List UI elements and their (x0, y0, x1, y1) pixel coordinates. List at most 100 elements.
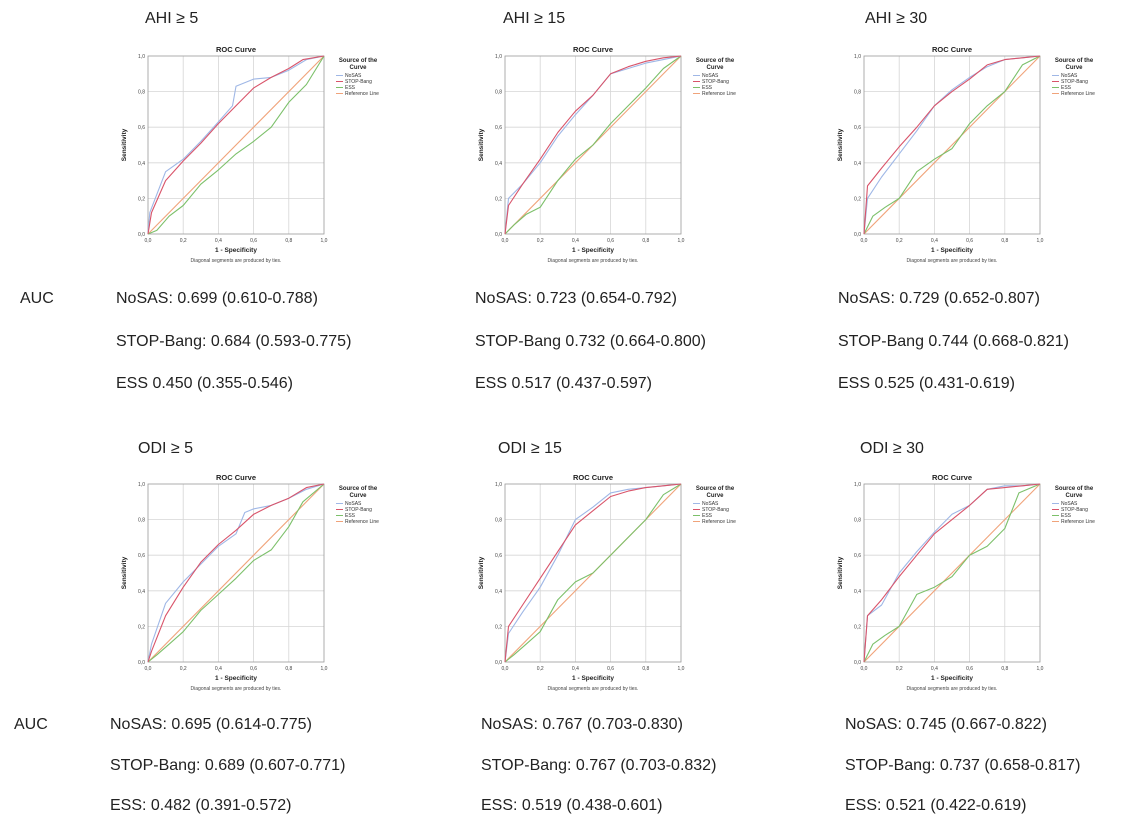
x-tick-label: 0,6 (607, 238, 614, 244)
y-tick-label: 0,6 (854, 125, 861, 131)
y-tick-label: 0,4 (138, 161, 145, 167)
x-tick-label: 0,8 (1001, 238, 1008, 244)
y-tick-label: 0,8 (138, 90, 145, 96)
auc-ess: ESS 0.525 (0.431-0.619) (838, 375, 1016, 392)
x-tick-label: 0,0 (145, 666, 152, 672)
legend-title: Source of the (1055, 486, 1094, 492)
auc-nosas: NoSAS: 0.695 (0.614-0.775) (110, 716, 312, 733)
x-tick-label: 0,8 (642, 238, 649, 244)
auc-stopbang: STOP-Bang: 0.767 (0.703-0.832) (481, 757, 717, 774)
chart-footnote: Diagonal segments are produced by ties. (548, 686, 639, 692)
legend-entry: NoSAS (345, 501, 362, 507)
x-tick-label: 0,6 (607, 666, 614, 672)
legend-entry: NoSAS (345, 73, 362, 79)
legend-entry: Reference Line (1061, 91, 1095, 97)
series-line-stop-bang (147, 483, 325, 663)
legend-entry: STOP-Bang (1061, 507, 1088, 513)
x-tick-label: 0,8 (1001, 666, 1008, 672)
x-tick-label: 0,2 (896, 238, 903, 244)
roc-chart-ahi-5: ROC Curve 0,00,0 0,2 0,2 0,4 0,4 0,6 0,6 0,8 0,8 1… (121, 45, 379, 264)
auc-ess: ESS 0.450 (0.355-0.546) (116, 375, 294, 392)
y-tick-label: 0,4 (854, 589, 861, 595)
legend-entry: NoSAS (1061, 73, 1078, 79)
auc-nosas: NoSAS: 0.729 (0.652-0.807) (838, 290, 1040, 307)
auc-stopbang: STOP-Bang: 0.737 (0.658-0.817) (845, 757, 1081, 774)
x-tick-label: 0,0 (502, 666, 509, 672)
chart-footnote: Diagonal segments are produced by ties. (191, 686, 282, 692)
y-tick-label: 0,8 (854, 90, 861, 96)
auc-ess: ESS: 0.482 (0.391-0.572) (110, 797, 292, 814)
series-line-ess (147, 483, 325, 663)
legend-title: Curve (349, 65, 367, 71)
x-tick-label: 1,0 (1037, 666, 1044, 672)
chart-title: ROC Curve (573, 45, 613, 54)
series-line-ess (147, 55, 325, 235)
plot-frame (147, 55, 325, 235)
y-tick-label: 0,0 (854, 660, 861, 666)
y-tick-label: 1,0 (854, 482, 861, 488)
auc-stopbang: STOP-Bang: 0.684 (0.593-0.775) (116, 333, 352, 350)
plot-frame (147, 483, 325, 663)
x-tick-label: 0,2 (537, 238, 544, 244)
y-tick-label: 1,0 (138, 482, 145, 488)
x-tick-label: 1,0 (321, 238, 328, 244)
y-tick-label: 0,6 (495, 125, 502, 131)
y-tick-label: 1,0 (138, 54, 145, 60)
series-line-ess (504, 55, 682, 235)
series-line-stop-bang (504, 55, 682, 235)
auc-ess: ESS: 0.521 (0.422-0.619) (845, 797, 1027, 814)
y-tick-label: 0,2 (854, 196, 861, 202)
legend-entry: NoSAS (1061, 501, 1078, 507)
y-tick-label: 0,2 (138, 196, 145, 202)
x-tick-label: 0,2 (180, 238, 187, 244)
y-tick-label: 0,4 (854, 161, 861, 167)
x-tick-label: 1,0 (678, 666, 685, 672)
series-line-nosas (504, 55, 682, 235)
chart-title: ROC Curve (932, 473, 972, 482)
roc-chart-ahi-30: ROC Curve 0,00,0 0,2 0,2 0,4 0,4 0,6 0,6 0,8 0,8 1… (837, 45, 1095, 264)
legend-entry: Reference Line (345, 91, 379, 97)
grid (148, 484, 324, 662)
legend-entry: ESS (1061, 513, 1072, 519)
legend-title: Source of the (339, 486, 378, 492)
x-tick-label: 1,0 (678, 238, 685, 244)
panel-heading: AHI ≥ 5 (145, 10, 199, 27)
grid (864, 56, 1040, 234)
legend-entry: ESS (1061, 85, 1072, 91)
x-tick-label: 0,8 (285, 238, 292, 244)
x-tick-label: 0,6 (966, 666, 973, 672)
x-tick-label: 0,2 (180, 666, 187, 672)
plot-frame (504, 55, 682, 235)
roc-chart-odi-15: ROC Curve 0,00,0 0,2 0,2 0,4 0,4 0,6 0,6 0,8 0,8 1… (478, 473, 736, 692)
x-axis-label: 1 - Specificity (215, 675, 257, 682)
auc-nosas: NoSAS: 0.767 (0.703-0.830) (481, 716, 683, 733)
x-axis-label: 1 - Specificity (572, 247, 614, 254)
legend-entry: ESS (702, 85, 713, 91)
auc-stopbang: STOP-Bang: 0.689 (0.607-0.771) (110, 757, 346, 774)
y-tick-label: 0,6 (138, 125, 145, 131)
legend-title: Curve (1065, 65, 1083, 71)
y-axis-label: Sensitivity (478, 556, 485, 589)
chart-footnote: Diagonal segments are produced by ties. (191, 258, 282, 264)
x-tick-label: 0,0 (861, 666, 868, 672)
legend-entry: STOP-Bang (702, 79, 729, 85)
y-tick-label: 0,4 (138, 589, 145, 595)
legend-entry: Reference Line (702, 519, 736, 525)
plot-frame (863, 483, 1041, 663)
y-tick-label: 0,4 (495, 589, 502, 595)
auc-nosas: NoSAS: 0.745 (0.667-0.822) (845, 716, 1047, 733)
legend-entry: Reference Line (702, 91, 736, 97)
auc-nosas: NoSAS: 0.723 (0.654-0.792) (475, 290, 677, 307)
series-line-ess (504, 483, 682, 663)
x-tick-label: 0,4 (931, 238, 938, 244)
grid (864, 484, 1040, 662)
series-line-reference-line (147, 55, 325, 235)
series-line-reference-line (147, 483, 325, 663)
series-line-reference-line (863, 483, 1041, 663)
x-tick-label: 0,4 (572, 666, 579, 672)
y-axis-label: Sensitivity (121, 128, 128, 161)
chart-footnote: Diagonal segments are produced by ties. (907, 686, 998, 692)
chart-title: ROC Curve (216, 473, 256, 482)
x-tick-label: 0,4 (931, 666, 938, 672)
legend-entry: STOP-Bang (702, 507, 729, 513)
